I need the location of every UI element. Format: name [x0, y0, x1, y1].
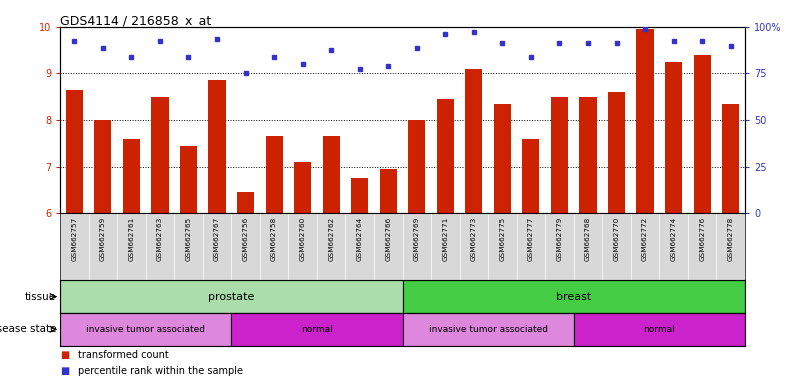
Bar — [231, 313, 403, 346]
Text: GSM662756: GSM662756 — [243, 217, 248, 261]
Text: GSM662768: GSM662768 — [585, 217, 591, 261]
Text: GSM662772: GSM662772 — [642, 217, 648, 261]
Text: normal: normal — [301, 325, 332, 334]
Text: GSM662777: GSM662777 — [528, 217, 534, 261]
Bar — [60, 280, 403, 313]
Bar — [551, 97, 568, 213]
Text: GSM662769: GSM662769 — [414, 217, 420, 261]
Bar — [237, 192, 254, 213]
Text: GSM662758: GSM662758 — [271, 217, 277, 261]
Text: percentile rank within the sample: percentile rank within the sample — [78, 366, 243, 376]
Bar — [722, 104, 739, 213]
Text: GSM662767: GSM662767 — [214, 217, 220, 261]
Text: GSM662762: GSM662762 — [328, 217, 334, 261]
Bar — [665, 62, 682, 213]
Text: GSM662773: GSM662773 — [471, 217, 477, 261]
Text: tissue: tissue — [25, 291, 56, 302]
Text: GDS4114 / 216858_x_at: GDS4114 / 216858_x_at — [60, 14, 211, 27]
Text: GSM662776: GSM662776 — [699, 217, 705, 261]
Text: ■: ■ — [60, 366, 70, 376]
Bar — [409, 120, 425, 213]
Text: GSM662774: GSM662774 — [670, 217, 677, 261]
Text: GSM662771: GSM662771 — [442, 217, 449, 261]
Bar — [403, 313, 574, 346]
Text: GSM662765: GSM662765 — [186, 217, 191, 261]
Text: disease state: disease state — [0, 324, 56, 334]
Text: GSM662761: GSM662761 — [128, 217, 135, 261]
Bar — [608, 92, 625, 213]
Bar — [151, 97, 168, 213]
Bar — [437, 99, 454, 213]
Text: GSM662757: GSM662757 — [71, 217, 78, 261]
Bar — [294, 162, 311, 213]
Bar — [66, 90, 83, 213]
Text: GSM662775: GSM662775 — [499, 217, 505, 261]
Text: GSM662764: GSM662764 — [356, 217, 363, 261]
Text: GSM662778: GSM662778 — [727, 217, 734, 261]
Bar — [493, 104, 511, 213]
Bar — [522, 139, 540, 213]
Text: prostate: prostate — [208, 291, 255, 302]
Text: GSM662779: GSM662779 — [557, 217, 562, 261]
Bar — [465, 69, 482, 213]
Bar — [208, 80, 226, 213]
Text: invasive tumor associated: invasive tumor associated — [429, 325, 548, 334]
Text: GSM662760: GSM662760 — [300, 217, 306, 261]
Bar — [60, 313, 231, 346]
Text: GSM662770: GSM662770 — [614, 217, 619, 261]
Text: GSM662759: GSM662759 — [100, 217, 106, 261]
Text: normal: normal — [643, 325, 675, 334]
Bar — [95, 120, 111, 213]
Bar — [403, 280, 745, 313]
Text: GSM662763: GSM662763 — [157, 217, 163, 261]
Text: transformed count: transformed count — [78, 350, 168, 360]
Bar — [351, 178, 368, 213]
Bar — [323, 136, 340, 213]
Bar — [637, 29, 654, 213]
Text: breast: breast — [556, 291, 591, 302]
Text: ■: ■ — [60, 350, 70, 360]
Bar — [694, 55, 710, 213]
Text: invasive tumor associated: invasive tumor associated — [87, 325, 205, 334]
Bar — [180, 146, 197, 213]
Text: GSM662766: GSM662766 — [385, 217, 391, 261]
Bar — [123, 139, 140, 213]
Bar — [579, 97, 597, 213]
Bar — [266, 136, 283, 213]
Bar — [574, 313, 745, 346]
Bar — [380, 169, 396, 213]
